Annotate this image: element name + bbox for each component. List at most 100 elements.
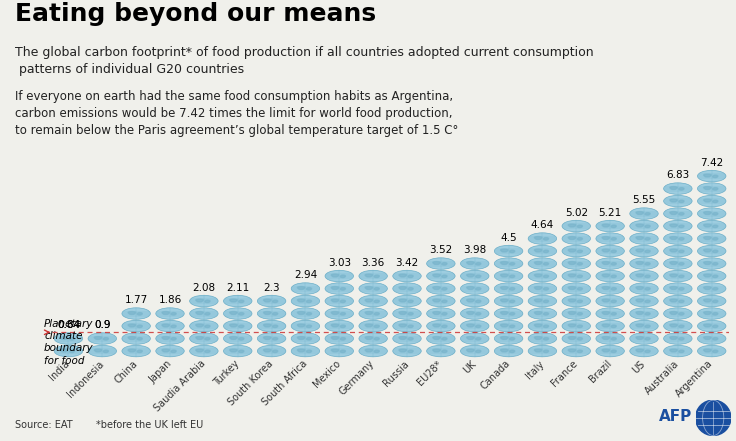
Polygon shape	[263, 349, 271, 352]
Polygon shape	[679, 238, 684, 240]
Polygon shape	[433, 274, 440, 277]
Polygon shape	[162, 336, 169, 340]
Ellipse shape	[664, 270, 692, 282]
Polygon shape	[534, 274, 542, 277]
Ellipse shape	[359, 320, 387, 332]
Text: Turkey: Turkey	[212, 359, 241, 388]
Polygon shape	[205, 325, 210, 328]
Text: 2.11: 2.11	[226, 283, 250, 293]
Ellipse shape	[461, 333, 489, 344]
Ellipse shape	[698, 170, 726, 182]
Ellipse shape	[698, 270, 726, 282]
Ellipse shape	[495, 345, 523, 357]
Ellipse shape	[224, 345, 252, 357]
Ellipse shape	[461, 320, 489, 332]
Polygon shape	[704, 236, 711, 239]
Ellipse shape	[596, 345, 624, 357]
Ellipse shape	[664, 345, 692, 357]
Polygon shape	[171, 337, 176, 340]
Polygon shape	[408, 275, 413, 277]
Ellipse shape	[258, 345, 286, 357]
Polygon shape	[128, 311, 135, 314]
Polygon shape	[670, 311, 677, 314]
Ellipse shape	[596, 308, 624, 319]
Ellipse shape	[461, 345, 489, 357]
Polygon shape	[340, 313, 345, 315]
Polygon shape	[712, 250, 718, 253]
Polygon shape	[645, 350, 650, 353]
Ellipse shape	[596, 220, 624, 232]
Ellipse shape	[190, 333, 218, 344]
Polygon shape	[534, 311, 542, 314]
Polygon shape	[475, 275, 481, 277]
Ellipse shape	[630, 333, 658, 344]
Polygon shape	[467, 287, 474, 289]
Text: Russia: Russia	[381, 359, 411, 388]
Polygon shape	[340, 288, 345, 290]
Ellipse shape	[630, 258, 658, 269]
Polygon shape	[500, 324, 508, 327]
Polygon shape	[670, 187, 677, 190]
Polygon shape	[679, 288, 684, 290]
Ellipse shape	[156, 345, 184, 357]
Ellipse shape	[596, 283, 624, 294]
Polygon shape	[433, 299, 440, 302]
Ellipse shape	[190, 320, 218, 332]
Ellipse shape	[359, 345, 387, 357]
Polygon shape	[704, 349, 711, 352]
Polygon shape	[611, 325, 616, 328]
Polygon shape	[475, 288, 481, 290]
Polygon shape	[475, 325, 481, 328]
Ellipse shape	[495, 333, 523, 344]
Polygon shape	[636, 299, 643, 302]
Polygon shape	[611, 288, 616, 290]
Ellipse shape	[664, 308, 692, 319]
Polygon shape	[374, 275, 379, 277]
Polygon shape	[331, 274, 339, 277]
Text: Source: EAT: Source: EAT	[15, 420, 72, 430]
Text: 4.5: 4.5	[500, 233, 517, 243]
Polygon shape	[306, 288, 311, 290]
Ellipse shape	[664, 283, 692, 294]
Text: 3.42: 3.42	[395, 258, 419, 268]
Text: 0.84: 0.84	[57, 320, 80, 330]
Polygon shape	[433, 324, 440, 327]
Text: Argentina: Argentina	[674, 359, 715, 400]
Polygon shape	[602, 324, 609, 327]
Polygon shape	[645, 337, 650, 340]
Polygon shape	[679, 200, 684, 202]
Ellipse shape	[630, 270, 658, 282]
Ellipse shape	[630, 220, 658, 232]
Polygon shape	[408, 350, 413, 353]
Ellipse shape	[122, 308, 150, 319]
Polygon shape	[340, 350, 345, 353]
Polygon shape	[230, 324, 237, 327]
Polygon shape	[340, 325, 345, 328]
Polygon shape	[704, 249, 711, 252]
Text: 3.98: 3.98	[463, 245, 486, 255]
Polygon shape	[263, 311, 271, 314]
Polygon shape	[103, 337, 108, 340]
Polygon shape	[704, 324, 711, 327]
Ellipse shape	[562, 345, 590, 357]
Polygon shape	[365, 324, 372, 327]
Polygon shape	[611, 313, 616, 315]
Polygon shape	[602, 236, 609, 239]
Ellipse shape	[664, 183, 692, 194]
Polygon shape	[374, 350, 379, 353]
Polygon shape	[331, 287, 339, 289]
Polygon shape	[679, 262, 684, 265]
Text: 6.83: 6.83	[666, 170, 690, 180]
Polygon shape	[365, 299, 372, 302]
Ellipse shape	[664, 245, 692, 257]
Polygon shape	[365, 336, 372, 340]
Polygon shape	[602, 287, 609, 289]
Ellipse shape	[461, 258, 489, 269]
Polygon shape	[509, 262, 514, 265]
Polygon shape	[679, 300, 684, 303]
Ellipse shape	[495, 308, 523, 319]
Polygon shape	[331, 311, 339, 314]
Polygon shape	[611, 300, 616, 303]
Ellipse shape	[190, 345, 218, 357]
Polygon shape	[636, 324, 643, 327]
